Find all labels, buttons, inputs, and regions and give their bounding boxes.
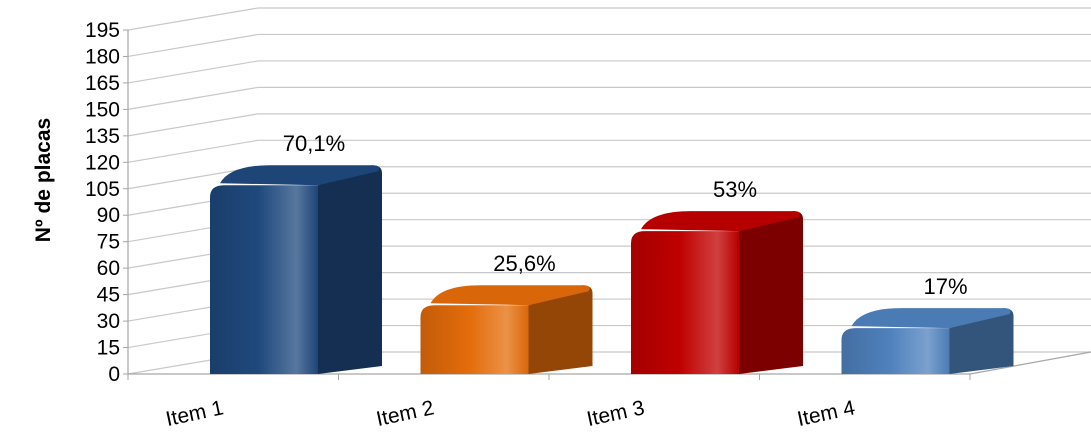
y-tick-label: 30	[97, 310, 120, 333]
y-tick-label: 135	[85, 125, 120, 148]
y-tick-label: 45	[97, 284, 120, 307]
y-tick-label: 0	[108, 363, 120, 386]
data-label: 53%	[713, 177, 757, 202]
gridline	[127, 33, 1091, 58]
axes	[123, 29, 1091, 380]
y-tick-label: 150	[85, 98, 120, 121]
bar	[420, 285, 593, 374]
bars	[210, 165, 1014, 374]
bar	[631, 211, 803, 374]
gridline	[127, 86, 1091, 110]
data-label: 25,6%	[493, 251, 555, 276]
y-tick-label: 15	[97, 337, 120, 360]
gridline	[127, 139, 1091, 163]
x-tick-label: Item 3	[585, 396, 647, 431]
y-tick-label: 90	[97, 204, 120, 227]
data-label: 17%	[923, 274, 967, 299]
y-axis-title: Nº de placas	[32, 118, 55, 242]
gridline	[127, 113, 1091, 137]
y-tick-label: 180	[85, 45, 120, 68]
y-tick-label: 60	[97, 257, 120, 280]
bar	[841, 308, 1014, 374]
bar	[210, 165, 382, 374]
y-tick-label: 165	[85, 72, 120, 95]
data-label: 70,1%	[283, 131, 345, 156]
x-tick-label: Item 2	[374, 396, 436, 431]
x-tick-label: Item 1	[164, 396, 226, 431]
x-tick-label: Item 4	[795, 396, 857, 431]
y-tick-label: 120	[85, 151, 120, 174]
y-tick-label: 75	[97, 231, 120, 254]
gridline	[127, 7, 1091, 31]
y-tick-label: 105	[85, 178, 120, 201]
y-tick-label: 195	[85, 19, 120, 42]
gridline	[127, 60, 1091, 84]
